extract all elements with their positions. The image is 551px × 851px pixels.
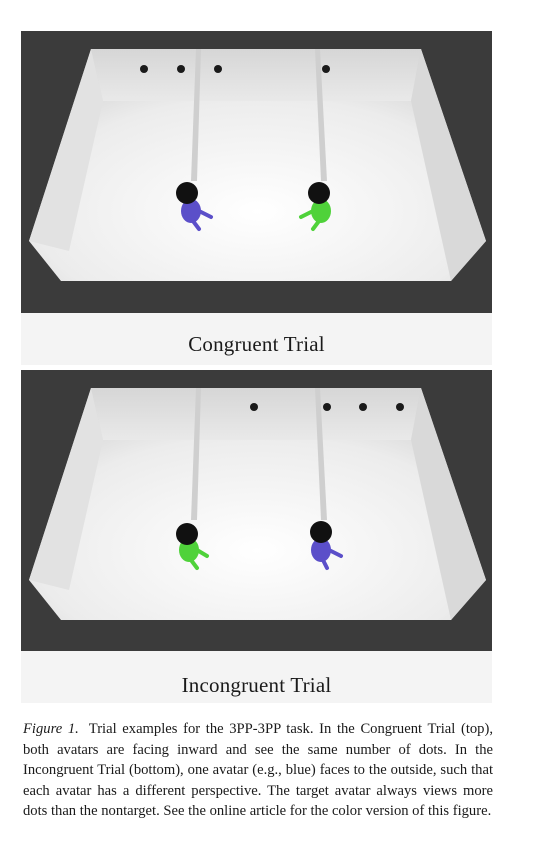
blue-avatar [176,182,213,231]
left-wall [29,388,103,590]
dot [396,403,404,411]
dot [322,65,330,73]
dot [323,403,331,411]
dot [177,65,185,73]
incongruent-room-scene [29,388,486,620]
back-wall [91,49,421,101]
right-wall [411,49,486,281]
dot [250,403,258,411]
dot [214,65,222,73]
congruent-trial-image [21,31,492,313]
room-floor [29,388,486,620]
divider-wall-left [191,388,201,520]
dot [140,65,148,73]
back-wall [91,388,421,440]
figure-caption: Figure 1. Trial examples for the 3PP-3PP … [23,719,493,822]
green-avatar [299,182,331,231]
right-wall [411,388,486,620]
divider-wall-right [315,49,327,181]
incongruent-trial-image [21,370,492,651]
divider-wall-right [315,388,327,520]
room-floor [29,49,486,281]
dot [359,403,367,411]
figure-caption-text: Trial examples for the 3PP-3PP task. In … [23,721,493,820]
incongruent-trial-label: Incongruent Trial [21,651,492,703]
left-wall [29,49,103,251]
divider-wall-left [191,49,201,181]
green-avatar [176,523,209,570]
figure-label: Figure 1. [23,721,79,737]
blue-avatar [310,521,343,570]
congruent-room-scene [29,49,486,281]
congruent-trial-label: Congruent Trial [21,313,492,365]
